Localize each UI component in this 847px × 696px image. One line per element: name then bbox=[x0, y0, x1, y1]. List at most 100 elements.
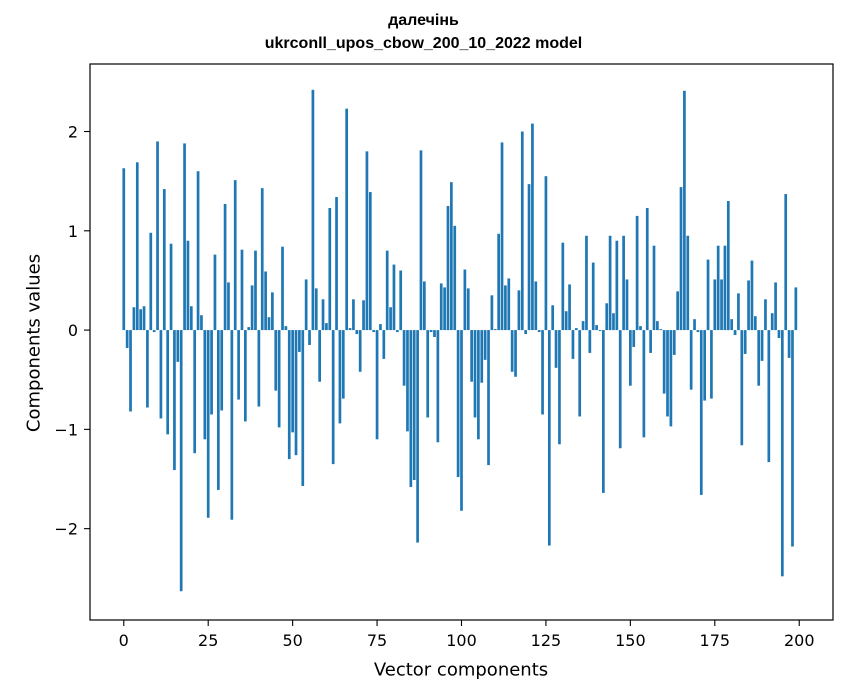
bar bbox=[473, 330, 477, 418]
bar bbox=[264, 271, 267, 331]
bar bbox=[625, 279, 629, 331]
bar bbox=[355, 330, 359, 335]
bar bbox=[233, 180, 237, 331]
bar bbox=[139, 309, 143, 331]
bar bbox=[777, 330, 781, 339]
bar bbox=[149, 232, 153, 331]
bar bbox=[666, 330, 669, 417]
bar bbox=[301, 330, 305, 486]
bar bbox=[203, 330, 207, 440]
bar bbox=[132, 307, 136, 331]
bar bbox=[335, 197, 338, 331]
bar bbox=[433, 330, 436, 338]
bar bbox=[551, 305, 555, 331]
x-tick-label: 100 bbox=[446, 631, 477, 650]
bar bbox=[314, 288, 318, 331]
bar bbox=[287, 330, 291, 460]
bar bbox=[348, 328, 352, 331]
bar bbox=[216, 330, 220, 490]
bar bbox=[581, 321, 585, 331]
bar bbox=[629, 330, 632, 386]
bar bbox=[487, 330, 490, 466]
bar bbox=[189, 306, 193, 331]
x-tick-label: 150 bbox=[615, 631, 646, 650]
bar bbox=[406, 330, 409, 432]
bar bbox=[345, 108, 349, 331]
y-tick-label: 1 bbox=[68, 222, 78, 241]
bar bbox=[601, 330, 605, 493]
bar bbox=[298, 330, 301, 352]
bar bbox=[358, 330, 362, 372]
bar bbox=[267, 317, 271, 331]
bar bbox=[794, 287, 798, 331]
bar bbox=[223, 203, 227, 331]
bar bbox=[412, 330, 416, 481]
bar bbox=[318, 330, 322, 382]
bar bbox=[679, 187, 683, 331]
bar bbox=[416, 330, 419, 543]
x-tick-label: 25 bbox=[198, 631, 218, 650]
y-tick-label: 0 bbox=[68, 321, 78, 340]
bar bbox=[639, 326, 642, 331]
chart-title: далечінь bbox=[388, 12, 459, 29]
bar bbox=[291, 330, 294, 433]
bar bbox=[176, 330, 180, 362]
bar bbox=[767, 330, 771, 463]
bar bbox=[723, 245, 727, 331]
bar bbox=[561, 242, 565, 331]
bar bbox=[547, 330, 551, 546]
bar bbox=[375, 330, 379, 440]
bar bbox=[770, 313, 774, 331]
bar bbox=[470, 330, 473, 382]
bar bbox=[125, 330, 129, 348]
bar bbox=[294, 330, 298, 456]
bar bbox=[179, 330, 183, 592]
bar bbox=[450, 182, 453, 331]
bar bbox=[588, 330, 592, 353]
bar bbox=[534, 281, 538, 331]
bar bbox=[237, 330, 240, 400]
bar bbox=[446, 205, 450, 331]
bar bbox=[271, 292, 274, 331]
bar bbox=[247, 327, 251, 331]
bar bbox=[612, 313, 615, 331]
bar bbox=[466, 288, 470, 331]
bar bbox=[683, 90, 686, 331]
bar bbox=[456, 330, 460, 478]
bar bbox=[169, 243, 173, 331]
bar bbox=[240, 249, 244, 331]
bar bbox=[720, 279, 723, 331]
y-axis-ticks: −2 −1 0 1 2 bbox=[54, 123, 90, 539]
bar bbox=[227, 282, 230, 331]
bar bbox=[183, 143, 186, 331]
bar bbox=[764, 299, 767, 331]
x-tick-label: 200 bbox=[784, 631, 815, 650]
bar bbox=[527, 184, 531, 331]
bar bbox=[372, 330, 376, 333]
bar bbox=[166, 330, 170, 435]
bar bbox=[220, 330, 224, 411]
bar bbox=[304, 279, 308, 331]
bar bbox=[122, 168, 126, 331]
x-tick-label: 0 bbox=[119, 631, 129, 650]
bar bbox=[510, 330, 514, 372]
bar bbox=[791, 330, 794, 547]
bar bbox=[737, 293, 740, 331]
bar bbox=[260, 188, 264, 331]
bar bbox=[578, 330, 582, 417]
bar bbox=[524, 330, 528, 335]
bar bbox=[402, 330, 406, 386]
x-tick-label: 175 bbox=[700, 631, 731, 650]
bar bbox=[537, 330, 541, 333]
y-tick-label: 2 bbox=[68, 123, 78, 142]
bar bbox=[399, 270, 403, 331]
bar bbox=[311, 89, 315, 331]
bar bbox=[558, 330, 561, 445]
bar bbox=[730, 319, 734, 331]
bar bbox=[710, 330, 713, 399]
bar bbox=[186, 240, 190, 331]
bar bbox=[250, 285, 254, 331]
bar bbox=[541, 330, 544, 415]
bar bbox=[277, 330, 281, 428]
